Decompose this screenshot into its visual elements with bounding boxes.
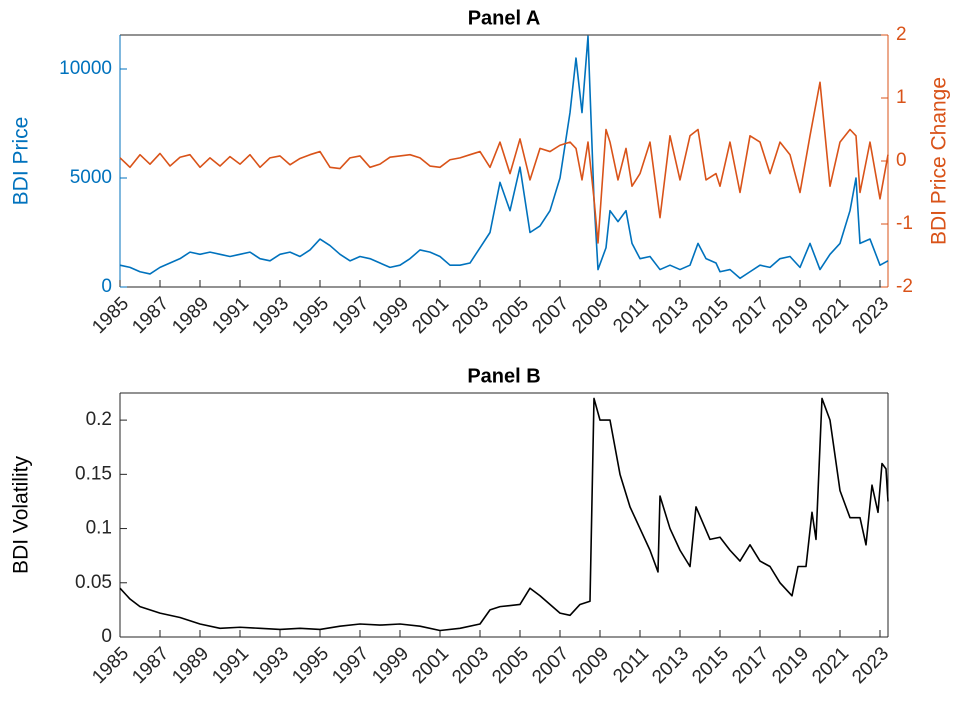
x-tick-label: 2003: [448, 643, 493, 688]
x-tick-label: 2019: [768, 293, 813, 338]
x-tick-label: 2023: [848, 643, 893, 688]
x-tick-label: 2009: [568, 643, 613, 688]
x-tick-label: 1991: [208, 643, 253, 688]
y-tick-label: 0.05: [75, 572, 112, 593]
y-tick-label: 0: [101, 276, 112, 297]
x-tick-label: 1999: [368, 293, 413, 338]
x-tick-label: 2011: [609, 643, 653, 687]
x-tick-label: 2017: [728, 643, 773, 688]
x-tick-label: 2021: [808, 293, 853, 338]
chart-title: Panel B: [467, 365, 540, 387]
x-tick-label: 2007: [528, 293, 573, 338]
y-axis-label: BDI Volatility: [10, 456, 33, 574]
x-tick-label: 1993: [248, 293, 293, 338]
x-tick-label: 1995: [288, 293, 333, 338]
x-tick-label: 2001: [408, 293, 453, 338]
x-tick-label: 2011: [609, 293, 653, 337]
data-line: [119, 35, 889, 280]
x-tick-label: 2009: [568, 293, 613, 338]
x-tick-label: 2023: [848, 293, 893, 338]
x-tick-label: 2017: [728, 293, 773, 338]
x-tick-label: 1985: [88, 643, 133, 688]
data-line: [119, 81, 889, 244]
y-tick-label: 0.2: [86, 409, 112, 430]
x-tick-label: 2005: [488, 643, 533, 688]
y2-tick-label: 0: [896, 150, 907, 171]
y2-tick-label: -2: [896, 276, 913, 297]
x-tick-label: 2015: [688, 643, 733, 688]
x-tick-label: 1989: [168, 643, 213, 688]
x-tick-label: 2013: [648, 643, 693, 688]
x-tick-label: 1987: [128, 293, 173, 338]
x-tick-label: 2013: [648, 293, 693, 338]
y-tick-label: 5000: [70, 167, 112, 188]
x-tick-label: 2005: [488, 293, 533, 338]
y2-tick-label: -1: [896, 213, 913, 234]
x-tick-label: 1985: [88, 293, 133, 338]
y-tick-label: 0.15: [75, 463, 112, 484]
y-axis-label: BDI Price: [10, 117, 33, 206]
x-tick-label: 2007: [528, 643, 573, 688]
x-tick-label: 2003: [448, 293, 493, 338]
y-tick-label: 0.1: [86, 518, 112, 539]
y2-tick-label: 2: [896, 24, 907, 45]
y-tick-label: 0: [101, 626, 112, 647]
x-tick-label: 1989: [168, 293, 213, 338]
x-tick-label: 1987: [128, 643, 173, 688]
x-tick-label: 2001: [408, 643, 453, 688]
y2-tick-label: 1: [896, 87, 907, 108]
x-tick-label: 2015: [688, 293, 733, 338]
y-tick-label: 10000: [59, 58, 112, 79]
chart-title: Panel A: [468, 7, 541, 29]
x-tick-label: 1999: [368, 643, 413, 688]
data-line: [119, 397, 889, 632]
x-tick-label: 1991: [208, 293, 253, 338]
x-tick-label: 1993: [248, 643, 293, 688]
x-tick-label: 1997: [328, 643, 373, 688]
x-tick-label: 2019: [768, 643, 813, 688]
x-tick-label: 1997: [328, 293, 373, 338]
y2-axis-label: BDI Price Change: [928, 77, 951, 245]
x-tick-label: 2021: [808, 643, 853, 688]
x-tick-label: 1995: [288, 643, 333, 688]
